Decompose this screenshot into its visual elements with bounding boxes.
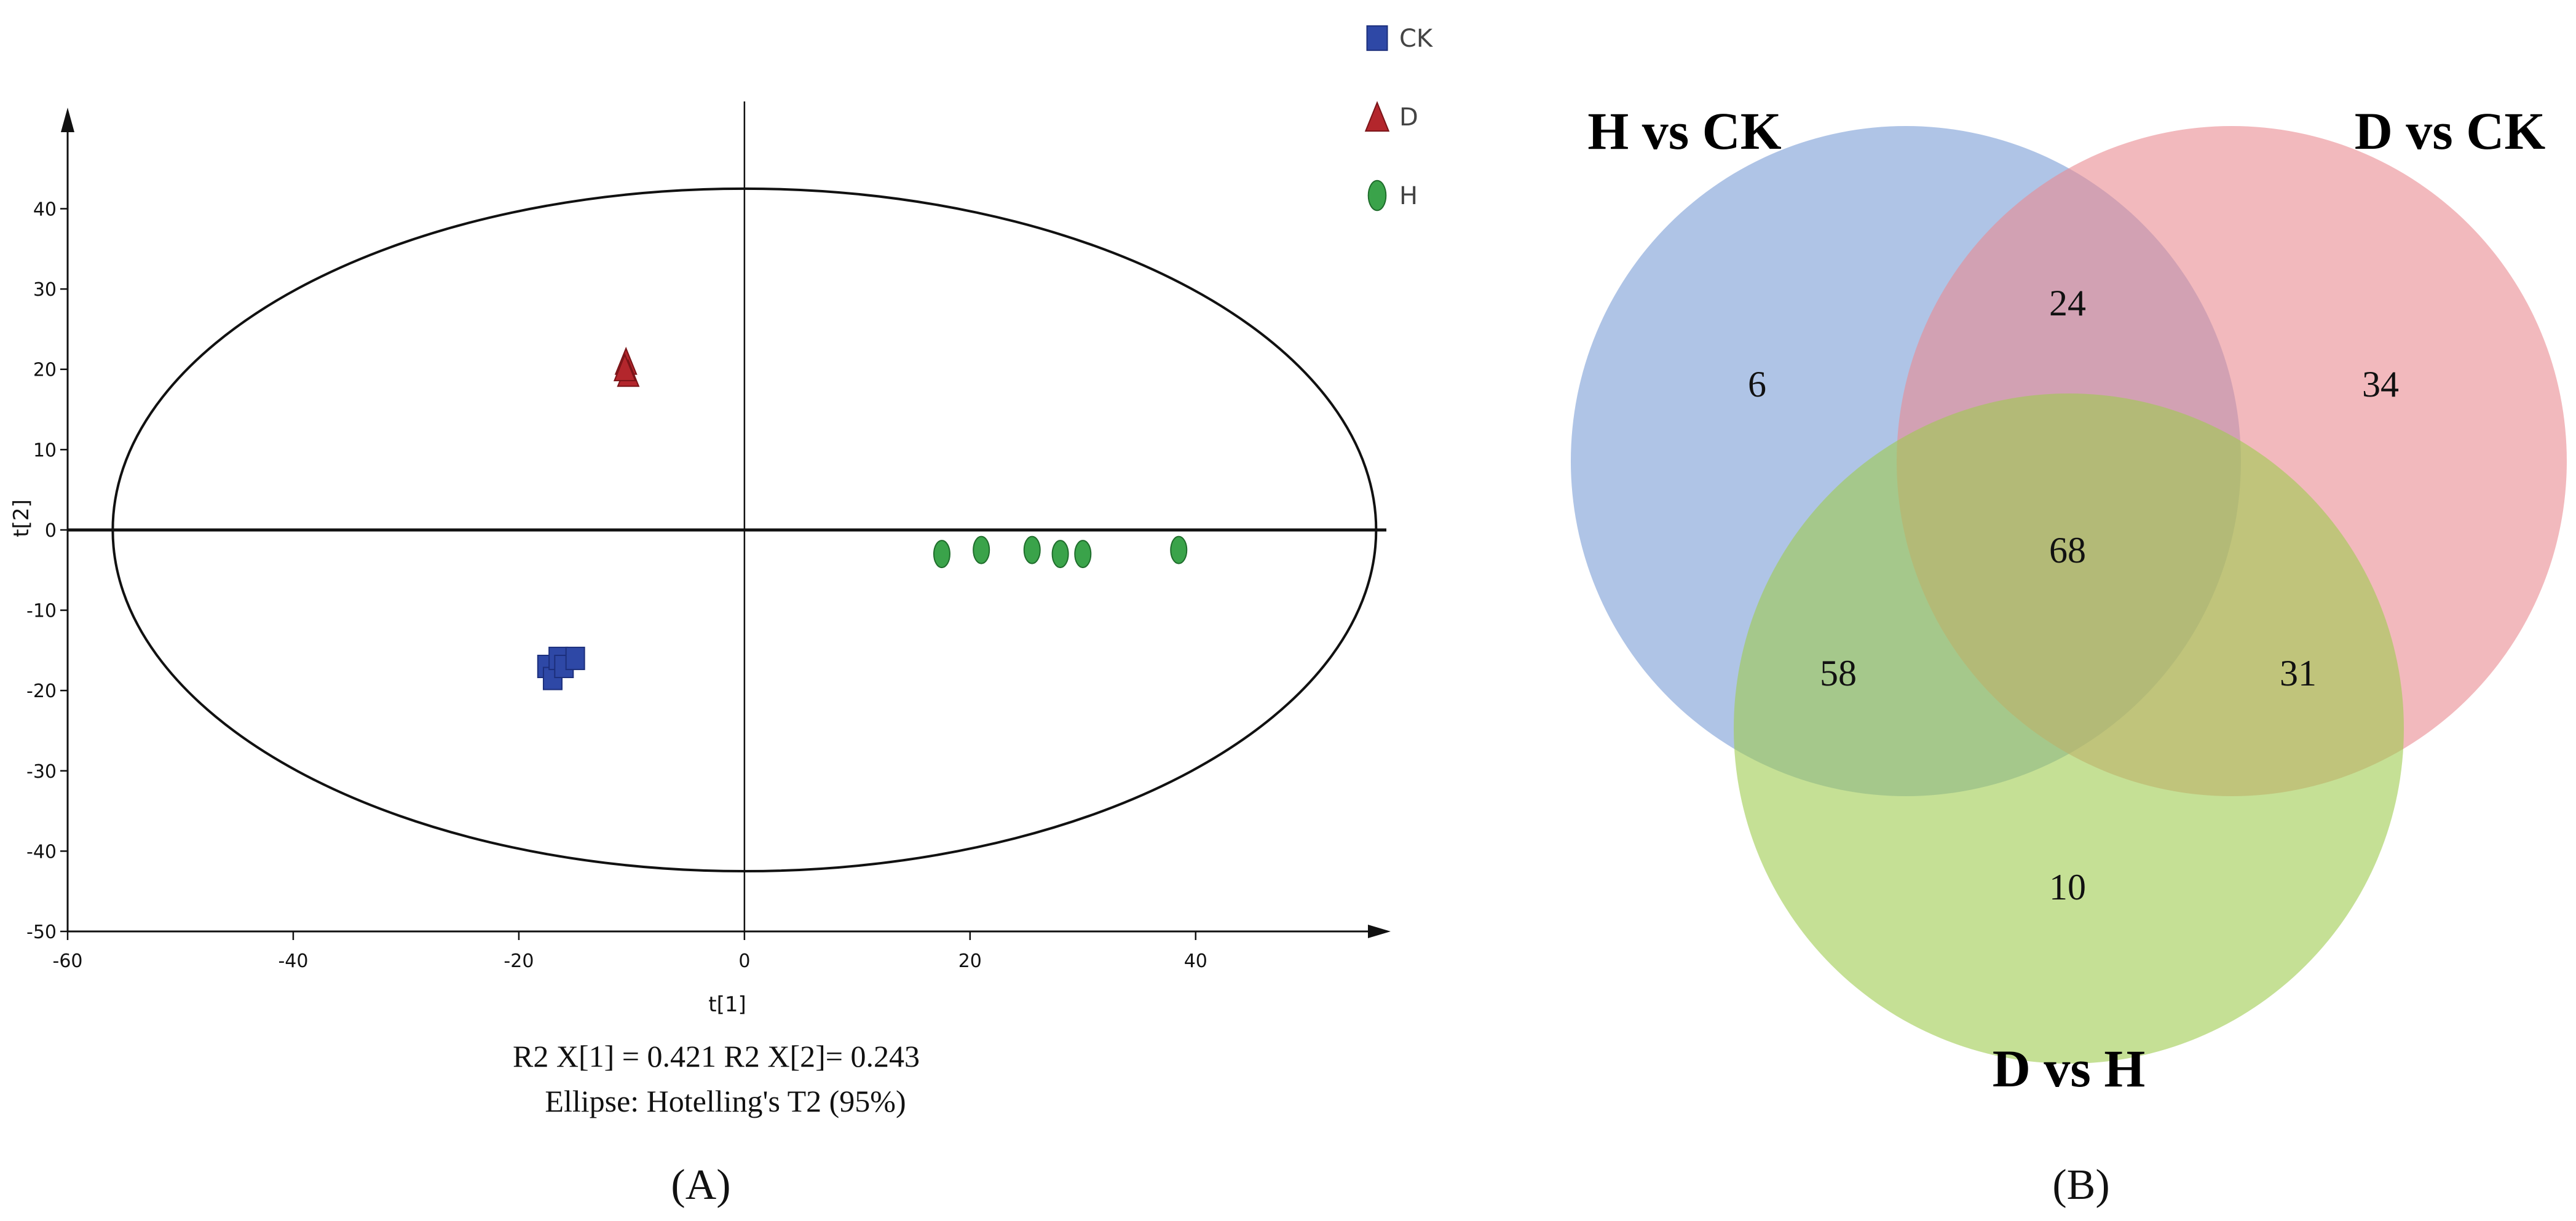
venn-title-d-vs-h: D vs H	[1993, 1039, 2145, 1098]
y-axis-title: t[2]	[9, 499, 34, 537]
point-h	[973, 535, 990, 564]
x-tick-label: 20	[958, 950, 982, 972]
y-tick-label: -40	[26, 841, 57, 863]
point-ck	[565, 646, 585, 670]
venn-title-h-vs-ck: H vs CK	[1587, 101, 1781, 160]
point-d	[613, 353, 636, 382]
venn-count-dck-and-dh: 31	[2280, 653, 2317, 693]
legend-label-ck: CK	[1399, 25, 1434, 53]
x-tick-label: 40	[1184, 950, 1207, 972]
venn-count-h-and-dck: 24	[2049, 283, 2086, 323]
y-axis-arrow	[61, 108, 74, 132]
legend-marker-d	[1364, 101, 1390, 132]
venn-count-h-only: 6	[1748, 364, 1766, 405]
score-plot-legend: CK D H	[1364, 25, 1434, 211]
panel-label-a: (A)	[671, 1161, 730, 1209]
venn-count-dck-only: 34	[2362, 364, 2399, 405]
point-h	[1074, 540, 1092, 569]
legend-label-h: H	[1399, 182, 1418, 210]
venn-title-d-vs-ck: D vs CK	[2355, 101, 2546, 160]
legend-marker-h	[1367, 180, 1387, 211]
y-tick-label: 0	[45, 520, 57, 542]
hotelling-ellipse	[111, 187, 1378, 873]
x-axis-title: t[1]	[708, 992, 746, 1017]
y-tick-label: 20	[33, 360, 57, 381]
legend-marker-ck	[1366, 25, 1388, 51]
point-h	[1023, 535, 1041, 564]
panel-label-b: (B)	[2052, 1161, 2109, 1209]
series-d	[613, 346, 640, 387]
x-axis-arrow	[1368, 925, 1391, 938]
score-plot-axes: -60 -40 -20 0 20 40 40 30 20 10 0 -10 -20 -30 -40 -50	[26, 101, 1391, 972]
venn-count-h-and-dh: 58	[1820, 653, 1857, 693]
venn-panel: H vs CK D vs CK D vs H 6 24 34 68 58 31 …	[1571, 101, 2567, 1209]
score-plot-points	[537, 346, 1188, 690]
y-tick-label: 30	[33, 279, 57, 301]
y-tick-label: -30	[26, 761, 57, 783]
x-tick-label: -40	[278, 950, 308, 972]
venn-count-dh-only: 10	[2049, 867, 2086, 907]
x-tick-label: -20	[504, 950, 534, 972]
x-tick-label: 0	[738, 950, 750, 972]
r2-annotation: R2 X[1] = 0.421 R2 X[2]= 0.243	[513, 1039, 920, 1073]
score-plot-panel: -60 -40 -20 0 20 40 40 30 20 10 0 -10 -20 -30 -40 -50 C…	[9, 25, 1434, 1209]
point-h	[933, 540, 950, 569]
series-h	[933, 535, 1188, 569]
point-h	[1051, 540, 1069, 569]
y-tick-label: 10	[33, 440, 57, 461]
y-tick-label: -10	[26, 601, 57, 622]
series-ck	[537, 646, 585, 690]
venn-circle-d-vs-h	[1734, 393, 2404, 1064]
legend-label-d: D	[1399, 103, 1418, 132]
x-tick-label: -60	[53, 950, 83, 972]
point-h	[1170, 535, 1188, 564]
venn-count-all-three: 68	[2049, 530, 2086, 571]
ellipse-annotation: Ellipse: Hotelling's T2 (95%)	[545, 1084, 906, 1118]
hotelling-ellipse-layer	[111, 187, 1378, 873]
y-tick-label: -50	[26, 922, 57, 943]
y-tick-label: -20	[26, 681, 57, 702]
y-tick-label: 40	[33, 199, 57, 220]
